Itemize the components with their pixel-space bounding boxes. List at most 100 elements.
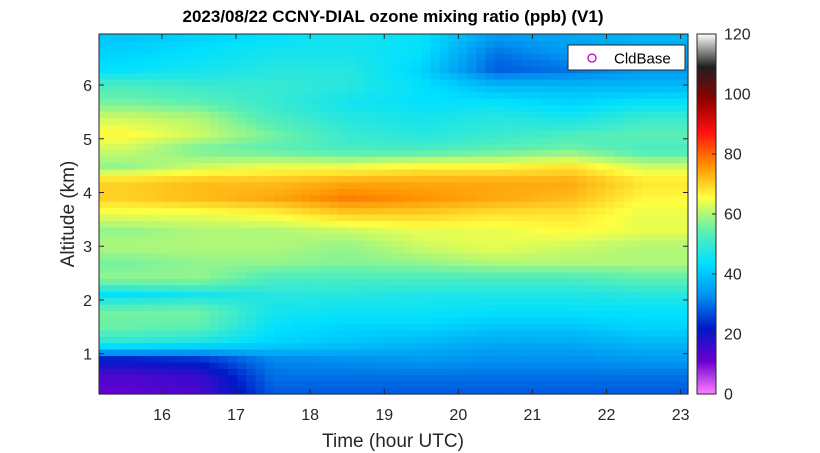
heatmap-cell [485,175,496,183]
heatmap-cell [264,387,275,395]
heatmap-cell [411,175,422,183]
heatmap-cell [586,323,597,331]
heatmap-cell [485,40,496,48]
heatmap-cell [181,291,192,299]
heatmap-cell [126,156,137,164]
heatmap-cell [301,246,312,254]
heatmap-cell [200,214,211,222]
heatmap-cell [605,291,615,299]
heatmap-cell [200,98,211,106]
heatmap-cell [586,291,597,299]
heatmap-cell [457,323,468,331]
heatmap-cell [283,34,293,42]
heatmap-cell [467,111,477,119]
heatmap-cell [485,111,496,119]
heatmap-cell [292,59,303,67]
heatmap-cell [448,297,459,305]
heatmap-cell [255,246,266,254]
heatmap-cell [319,156,330,164]
heatmap-cell [641,329,652,337]
heatmap-cell [172,355,183,363]
heatmap-cell [632,149,643,157]
heatmap-cell [457,201,468,209]
heatmap-cell [273,162,284,170]
heatmap-cell [568,297,579,305]
heatmap-cell [283,40,293,48]
heatmap-cell [678,310,689,318]
heatmap-cell [126,46,137,54]
heatmap-cell [237,156,247,164]
heatmap-cell [439,98,450,106]
heatmap-cell [329,271,339,279]
heatmap-cell [595,72,606,80]
heatmap-cell [338,342,349,350]
heatmap-cell [347,143,358,151]
heatmap-cell [678,336,689,344]
heatmap-cell [595,291,606,299]
heatmap-cell [568,124,579,132]
heatmap-cell [568,149,579,157]
heatmap-cell [568,207,579,215]
heatmap-cell [191,252,201,260]
heatmap-cell [660,381,671,389]
heatmap-cell [568,323,579,331]
heatmap-cell [476,34,487,42]
heatmap-cell [411,336,422,344]
heatmap-cell [347,265,358,273]
heatmap-cell [283,284,293,292]
heatmap-cell [99,259,109,267]
heatmap-cell [421,156,431,164]
heatmap-cell [319,79,330,87]
heatmap-cell [393,98,404,106]
heatmap-cell [430,66,441,74]
heatmap-cell [669,72,680,80]
heatmap-cell [678,259,689,267]
heatmap-cell [651,278,661,286]
heatmap-cell [421,59,431,67]
heatmap-cell [540,53,551,61]
heatmap-cell [145,59,155,67]
heatmap-cell [503,387,514,395]
heatmap-cell [108,387,118,395]
heatmap-cell [605,310,615,318]
heatmap-cell [623,233,634,241]
heatmap-cell [347,79,358,87]
heatmap-cell [154,117,165,125]
heatmap-cell [393,214,404,222]
heatmap-cell [595,91,606,99]
heatmap-cell [393,175,404,183]
heatmap-cell [577,175,588,183]
heatmap-cell [181,111,192,119]
heatmap-cell [264,246,275,254]
heatmap-cell [108,136,118,144]
heatmap-cell [660,252,671,260]
heatmap-cell [237,336,247,344]
heatmap-cell [108,79,118,87]
heatmap-cell [439,194,450,202]
heatmap-cell [356,85,367,93]
heatmap-cell [264,368,275,376]
heatmap-cell [99,381,109,389]
heatmap-cell [623,316,634,324]
heatmap-cell [430,316,441,324]
heatmap-cell [310,349,321,357]
heatmap-cell [135,72,146,80]
heatmap-cell [632,355,643,363]
heatmap-cell [522,336,533,344]
heatmap-cell [660,175,671,183]
heatmap-cell [476,169,487,177]
heatmap-cell [605,79,615,87]
heatmap-cell [513,149,523,157]
heatmap-cell [614,387,625,395]
heatmap-cell [283,175,293,183]
heatmap-cell [411,156,422,164]
heatmap-cell [255,59,266,67]
heatmap-cell [172,259,183,267]
heatmap-cell [411,201,422,209]
heatmap-cell [660,214,671,222]
heatmap-cell [559,194,569,202]
heatmap-cell [660,291,671,299]
heatmap-cell [246,34,257,42]
heatmap-cell [421,374,431,382]
heatmap-cell [99,169,109,177]
